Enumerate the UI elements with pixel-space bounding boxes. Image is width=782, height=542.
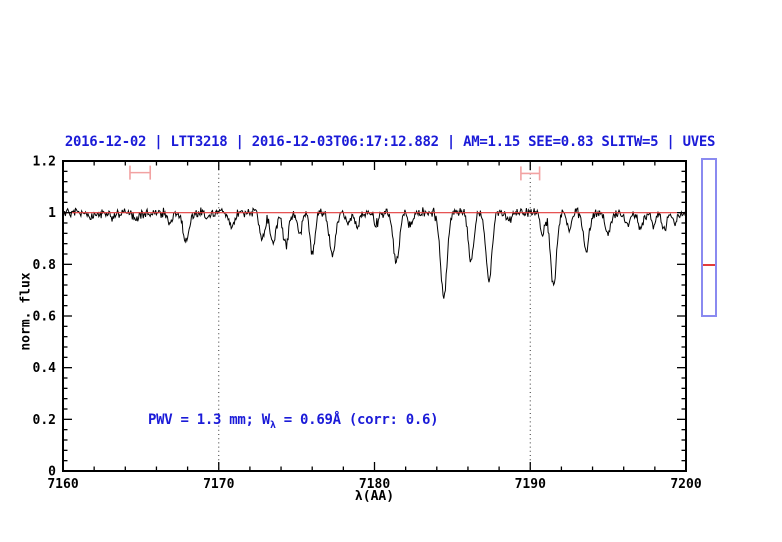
y-tick-label: 0.2	[33, 413, 56, 428]
spectrum-path	[62, 207, 687, 299]
x-tick-label: 7200	[670, 477, 701, 492]
x-tick-label: 7180	[359, 477, 390, 492]
range-marker	[129, 165, 152, 180]
side-gauge-marker-line	[703, 263, 715, 266]
y-axis-label: norm. flux	[18, 272, 34, 351]
pwv-annotation-prefix: PWV = 1.3 mm; W	[148, 412, 270, 428]
range-marker	[520, 166, 541, 181]
side-gauge	[701, 158, 717, 317]
plot-title: 2016-12-02 | LTT3218 | 2016-12-03T06:17:…	[64, 134, 716, 150]
x-tick-label: 7190	[515, 477, 546, 492]
y-tick-label: 0.8	[33, 258, 57, 273]
y-tick-label: 1	[48, 206, 56, 221]
pwv-annotation: PWV = 1.3 mm; Wλ = 0.69Å (corr: 0.6)	[148, 412, 439, 431]
y-tick-label: 0	[48, 465, 56, 480]
pwv-annotation-suffix: = 0.69Å (corr: 0.6)	[275, 412, 439, 428]
x-tick-label: 7160	[47, 477, 78, 492]
x-tick-label: 7170	[203, 477, 234, 492]
x-axis-label: λ(AA)	[354, 489, 395, 504]
pwv-annotation-subscript: λ	[269, 419, 276, 431]
y-tick-label: 0.4	[33, 361, 57, 376]
y-tick-label: 0.6	[33, 310, 57, 325]
y-tick-label: 1.2	[33, 155, 56, 170]
